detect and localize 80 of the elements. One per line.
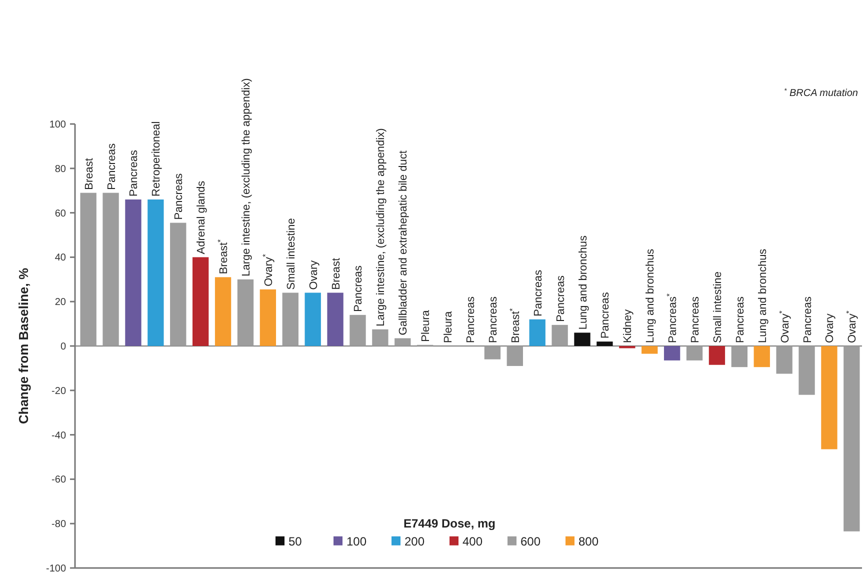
y-tick-label: -60: [52, 474, 66, 486]
x-tick-label: Pancreas: [554, 274, 567, 322]
x-tick-label: Small intestine: [285, 218, 298, 290]
bar: [214, 277, 232, 346]
bar: [484, 346, 501, 360]
x-tick-label: Lung and bronchus: [756, 248, 769, 343]
bar: [776, 346, 792, 374]
bar: [754, 346, 770, 368]
x-tick-label: Pancreas: [106, 142, 118, 190]
x-tick-label: Pleura: [442, 310, 455, 343]
bar: [708, 346, 726, 365]
x-tick-label: Breast: [83, 158, 96, 190]
bar: [821, 346, 838, 450]
legend-label: 800: [578, 534, 599, 549]
x-tick-label: Pancreas: [690, 296, 702, 343]
bar: [282, 292, 298, 346]
x-tick-label: Small intestine: [712, 271, 724, 343]
legend-label: 400: [462, 534, 483, 549]
y-tick-label: -40: [52, 430, 66, 442]
x-tick-label: Lung and bronchus: [577, 234, 590, 330]
y-tick-label: 60: [54, 208, 66, 220]
bar: [350, 314, 366, 346]
y-tick-label: 100: [49, 120, 66, 130]
bar: [844, 346, 860, 532]
bar: [552, 324, 568, 346]
bar: [304, 292, 321, 346]
bar: [102, 192, 119, 346]
bar: [574, 332, 590, 346]
bar: [327, 292, 344, 346]
x-tick-label: Breast: [330, 258, 342, 290]
bar: [529, 319, 546, 346]
legend-label: 100: [346, 534, 367, 549]
bar: [642, 346, 658, 354]
legend-label: 200: [404, 534, 425, 549]
x-tick-label: Pancreas: [487, 296, 500, 343]
x-tick-label: Pancreas: [532, 269, 544, 316]
x-tick-label: Retroperitoneal: [150, 121, 163, 196]
x-tick-label: Pancreas: [465, 296, 477, 343]
y-tick-label: 40: [54, 252, 66, 264]
x-tick-label: Adrenal glands: [196, 180, 208, 254]
x-tick-label: Pancreas: [734, 296, 746, 343]
x-tick-label: Large intestine, (excluding the appendix): [240, 78, 252, 276]
legend-label: 50: [288, 534, 302, 549]
bar: [170, 222, 186, 346]
bar: [731, 346, 748, 368]
y-tick-label: 0: [60, 342, 66, 352]
bar: [394, 338, 411, 346]
bar: [237, 279, 254, 346]
bar: [372, 329, 388, 346]
x-tick-label: Pleura: [420, 309, 432, 342]
y-tick-label: 20: [54, 297, 66, 308]
legend-label: 600: [520, 534, 541, 549]
x-tick-label: Lung and bronchus: [644, 248, 657, 343]
bar: [80, 192, 96, 346]
x-tick-label: Ovary: [824, 313, 836, 343]
bar: [686, 346, 703, 360]
x-tick-label: Pancreas: [173, 172, 186, 220]
x-tick-label: Ovary: [308, 260, 320, 290]
y-tick-label: -80: [52, 519, 66, 530]
bar: [798, 346, 815, 395]
x-tick-label: Kidney: [622, 308, 634, 343]
bar: [664, 346, 680, 360]
bar: [596, 342, 613, 346]
y-tick-label: -20: [52, 386, 66, 397]
x-tick-label: Pancreas: [128, 150, 140, 196]
x-tick-label: Pancreas: [600, 292, 612, 339]
bar: [192, 257, 209, 346]
legend-title: E7449 Dose, mg: [403, 516, 496, 530]
bar: [148, 199, 164, 346]
bar: [506, 346, 523, 366]
text: $^{*}$ BRCA mutation: [784, 88, 858, 99]
x-tick-label: Pancreas: [802, 296, 814, 343]
y-tick-label: 80: [54, 164, 66, 175]
y-axis-title: Change from Baseline, %: [16, 268, 31, 424]
y-tick-label: -100: [46, 564, 66, 574]
bar: [260, 289, 276, 346]
bar: [125, 199, 142, 346]
x-tick-label: Pancreas: [352, 264, 365, 312]
x-tick-label: Large intestine, (excluding the appendix): [375, 128, 388, 326]
x-tick-label: Gallbladder and extrahepatic bile duct: [398, 150, 410, 336]
